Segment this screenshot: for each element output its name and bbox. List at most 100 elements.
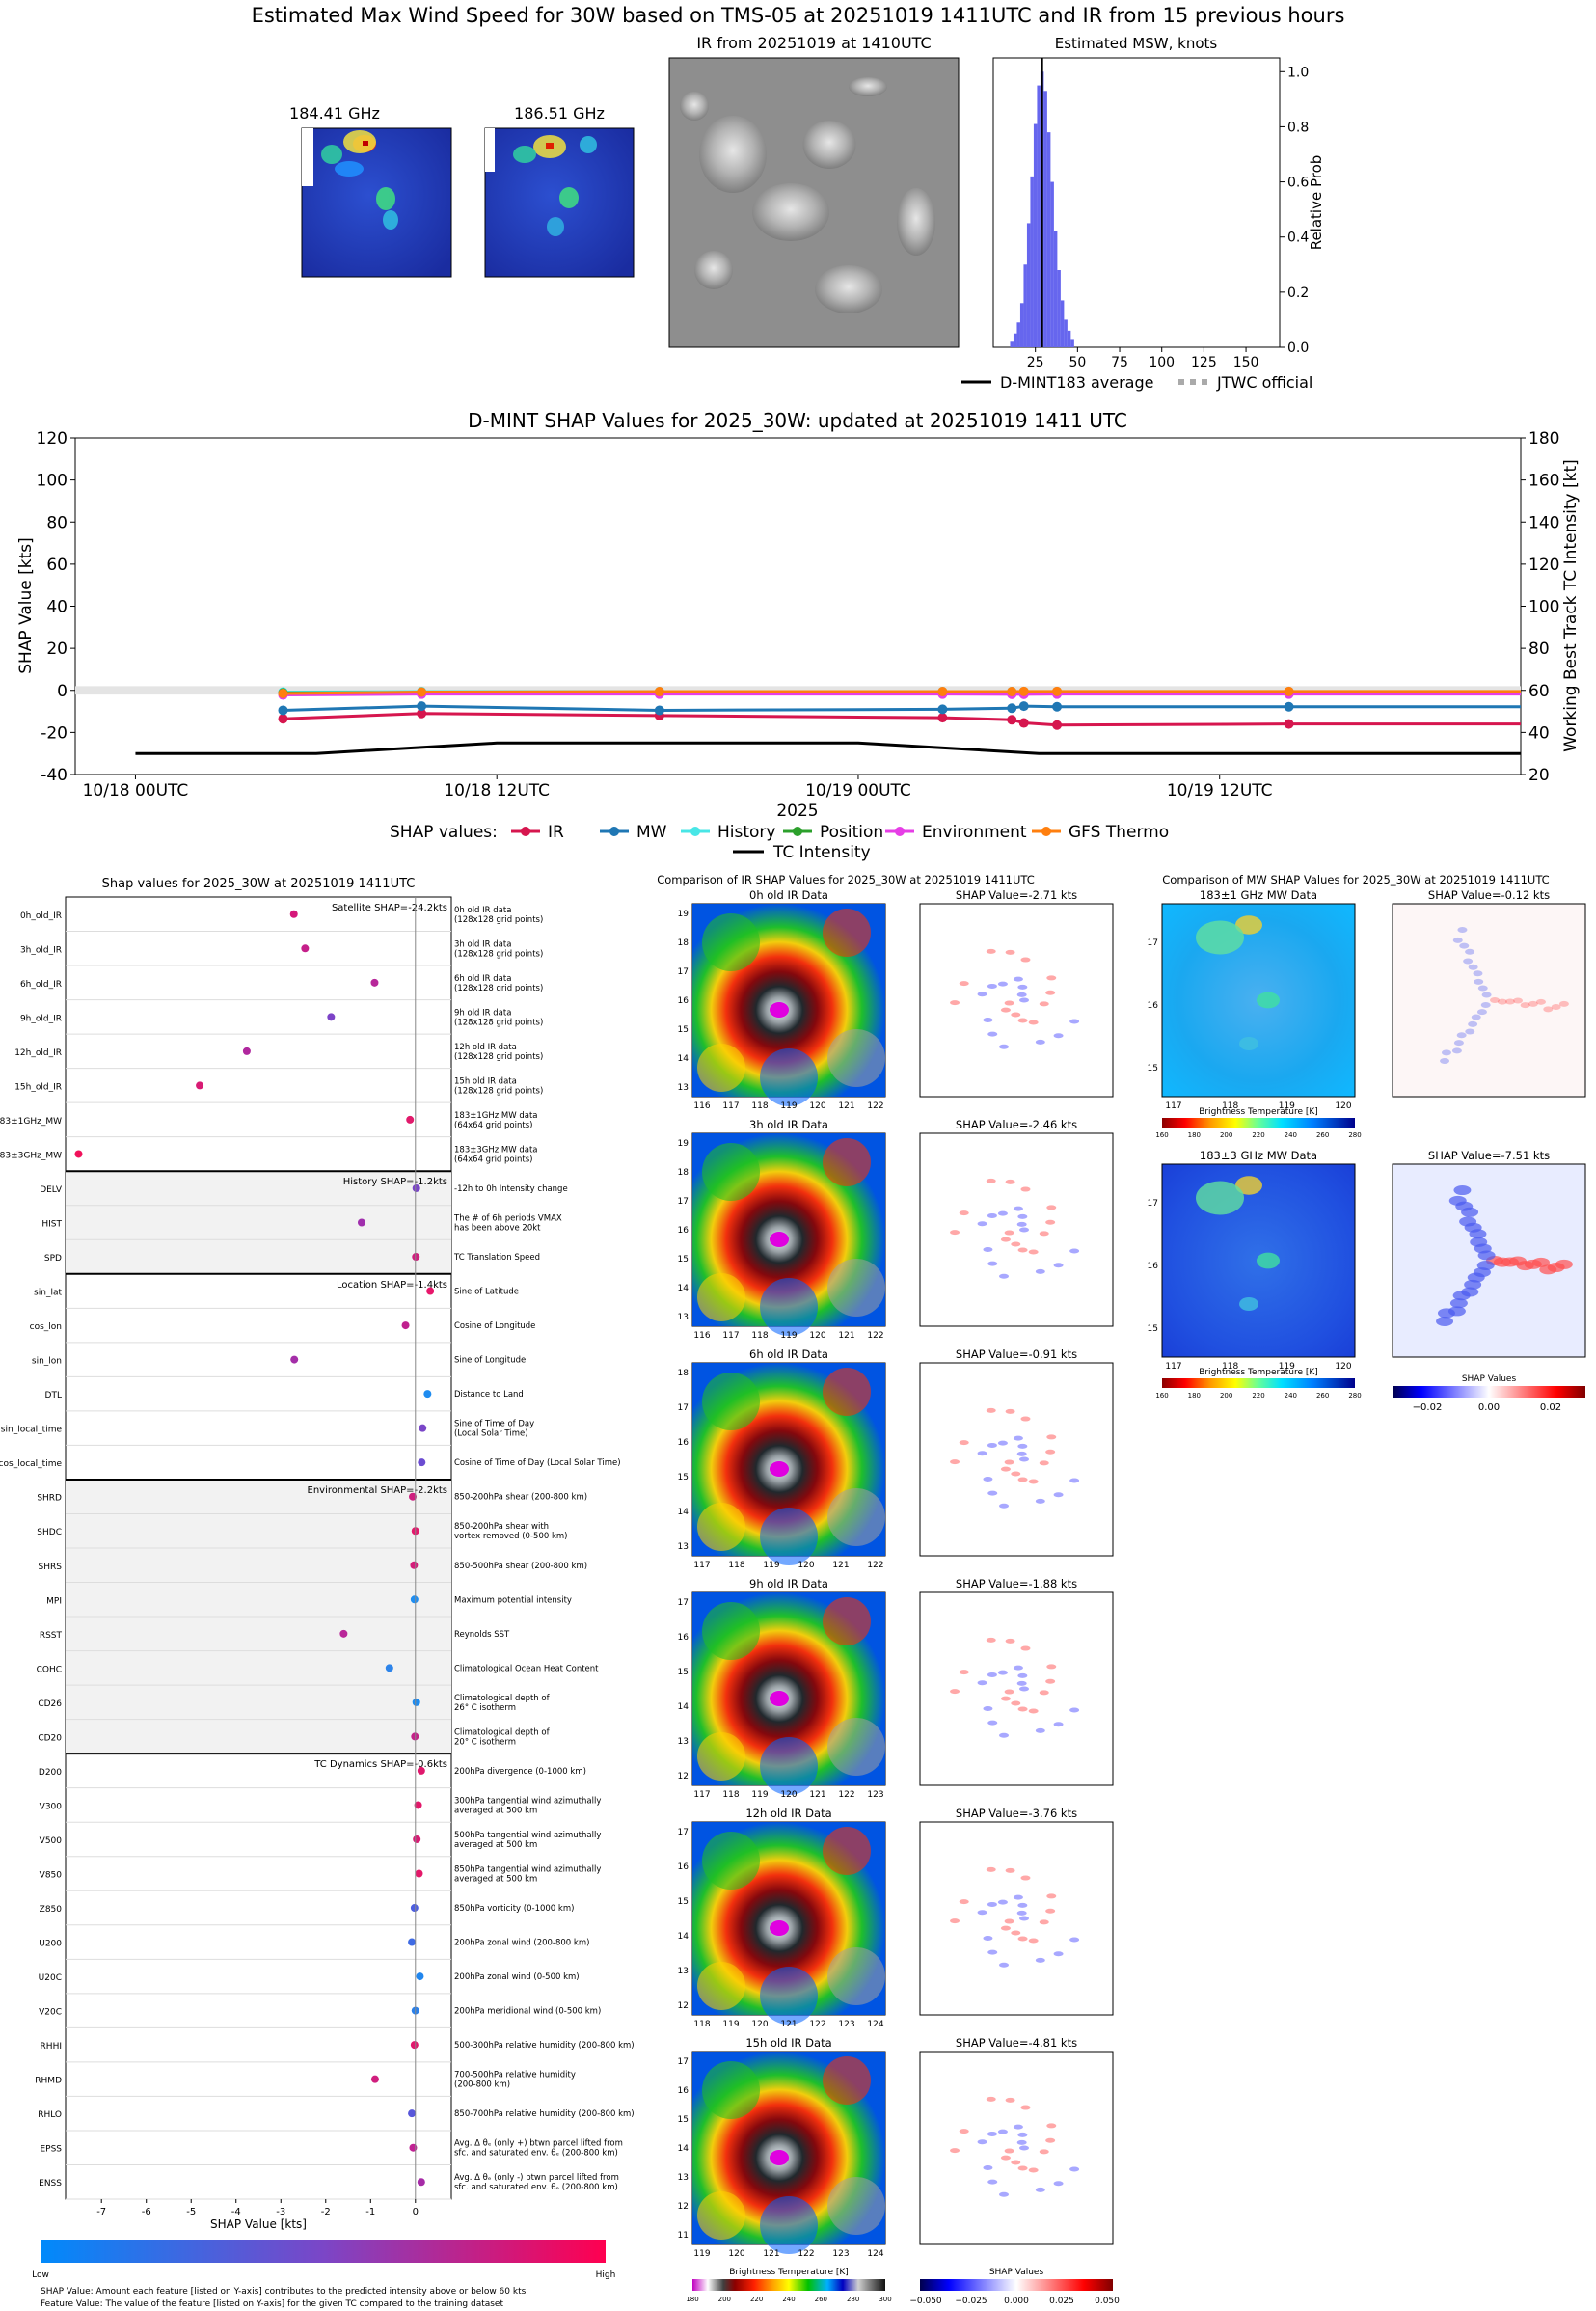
ir-shap-blob <box>1045 1449 1056 1455</box>
mw-xtick-label: 117 <box>1165 1362 1181 1372</box>
ir-ytick-label: 18 <box>678 1168 690 1178</box>
feature-desc: Maximum potential intensity <box>454 1595 572 1605</box>
group-label: Environmental SHAP=-2.2kts <box>308 1485 448 1496</box>
ir-shap-title: SHAP Value=-2.46 kts <box>956 1118 1077 1131</box>
mw-blob <box>1239 1037 1258 1050</box>
ir-colorbar <box>692 2279 885 2291</box>
ir-xtick-label: 119 <box>780 1101 797 1111</box>
ir-shap-blob <box>1020 2105 1031 2110</box>
ts-xtick-label: 10/18 00UTC <box>83 781 189 801</box>
ir-shap-blob <box>1028 1020 1039 1025</box>
ir-shap-blob <box>1053 1263 1064 1268</box>
ir-shap-blob <box>1017 1247 1028 1253</box>
ir-xtick-label: 121 <box>780 2020 797 2029</box>
ir-shap-blob <box>1019 2145 1029 2151</box>
mw-ytick-label: 15 <box>1148 1324 1158 1334</box>
ir-xtick-label: 121 <box>763 2249 779 2259</box>
mw-shap-image <box>1392 903 1586 1098</box>
series-point <box>1284 686 1294 696</box>
feature-desc: 200hPa zonal wind (200-800 km) <box>454 1939 589 1948</box>
ir-shap-blob <box>1013 1206 1023 1211</box>
ts-y2tick-label: 160 <box>1528 472 1559 491</box>
feature-name: U200 <box>39 1940 62 1949</box>
ir-cloud <box>802 121 856 169</box>
series-point <box>937 687 948 697</box>
feature-name: sin_lat <box>34 1289 62 1298</box>
mw1-blob <box>343 130 376 153</box>
ir-shap-blob <box>987 1031 998 1037</box>
feature-desc: 850-700hPa relative humidity (200-800 km… <box>454 2109 635 2119</box>
series-point <box>1052 701 1063 712</box>
series-point <box>417 708 427 719</box>
ir-ytick-label: 14 <box>678 1702 690 1712</box>
shap-xtick-label: 0 <box>413 2207 419 2217</box>
ir-shap-image <box>919 2051 1114 2245</box>
ir-shap-blob <box>1019 1686 1029 1692</box>
ts-y2tick-label: 60 <box>1528 682 1550 701</box>
ir-cloud-cell <box>702 1143 760 1201</box>
series-point <box>1052 720 1063 730</box>
series-point <box>1284 701 1294 712</box>
ts-ylabel: SHAP Value [kts] <box>16 537 36 674</box>
colorbar-high-label: High <box>596 2270 616 2280</box>
ir-cloud-cell <box>760 1508 818 1565</box>
ir-shap-blob <box>959 981 969 987</box>
ir-shap-image <box>919 1591 1114 1786</box>
shap-scatter-title: Shap values for 2025_30W at 20251019 141… <box>102 877 416 891</box>
mw2-blob <box>559 187 579 208</box>
ir-shap-blob <box>1020 1416 1031 1422</box>
hist-title: Estimated MSW, knots <box>1055 35 1218 52</box>
ts-xtick-label: 10/19 12UTC <box>1167 781 1273 801</box>
ts-legend-marker <box>1041 827 1051 836</box>
ir-shap-colorbar-tick: −0.050 <box>909 2297 942 2306</box>
ir-shap-blob <box>1046 1205 1057 1210</box>
ir-ytick-label: 13 <box>678 1083 689 1093</box>
ir-shap-blob <box>1035 1498 1045 1504</box>
hist-bar <box>1064 319 1068 347</box>
feature-point <box>408 2109 417 2118</box>
shap-xtick-label: -6 <box>142 2207 151 2217</box>
mw-blob <box>1196 1181 1244 1215</box>
feature-desc: 9h old IR data (128x128 grid points) <box>454 1008 543 1027</box>
hist-bar <box>1030 176 1034 347</box>
mw-colorbar-label: Brightness Temperature [K] <box>1199 1368 1318 1377</box>
mw-compare-title: Comparison of MW SHAP Values for 2025_30… <box>1162 873 1549 886</box>
ir-shap-blob <box>1011 1241 1021 1247</box>
hist-bar <box>1050 181 1054 347</box>
ir-shap-blob <box>959 1440 969 1446</box>
ir-xtick-label: 117 <box>722 1331 739 1341</box>
ir-ytick-label: 14 <box>678 1284 690 1293</box>
ir-shap-blob <box>950 1230 960 1236</box>
ir-colorbar-tick: 220 <box>750 2296 763 2303</box>
mw-shap-blob <box>1539 1264 1557 1275</box>
ir-colorbar-tick: 200 <box>718 2296 731 2303</box>
ts-legend-label: History <box>717 823 775 842</box>
ir-shap-blob <box>987 1490 998 1496</box>
ir-shap-blob <box>1000 2155 1011 2161</box>
mw-ytick-label: 16 <box>1148 1262 1159 1271</box>
ir-shap-blob <box>1017 1672 1028 1678</box>
ir-shap-blob <box>983 1936 993 1942</box>
feature-point <box>419 1424 427 1432</box>
feature-desc: Avg. Δ θₑ (only -) btwn parcel lifted fr… <box>454 2173 619 2192</box>
ir-shap-colorbar-tick: −0.025 <box>955 2297 987 2306</box>
shap-note-1: SHAP Value: Amount each feature [listed … <box>41 2287 527 2297</box>
hist-bar <box>1060 300 1065 347</box>
ir-xtick-label: 122 <box>867 1331 883 1341</box>
feature-desc: TC Translation Speed <box>453 1253 540 1263</box>
feature-point <box>426 1287 435 1295</box>
hist-bar <box>1053 231 1058 347</box>
ir-shap-blob <box>1000 1925 1011 1931</box>
ir-xtick-label: 117 <box>693 1561 710 1570</box>
ir-ytick-label: 16 <box>678 1862 690 1872</box>
ir-shap-blob <box>977 1221 987 1227</box>
mw2-core <box>546 143 554 149</box>
ir-data-title: 15h old IR Data <box>745 2036 831 2050</box>
ir-shap-blob <box>986 1637 996 1643</box>
ir-ytick-label: 16 <box>678 996 690 1006</box>
mw-shap-blob <box>1436 1317 1454 1327</box>
mw-colorbar-tick: 280 <box>1348 1131 1361 1139</box>
ts-ytick-label: 100 <box>37 472 68 491</box>
feature-name: V300 <box>40 1802 63 1811</box>
ir-shap-blob <box>1000 1466 1011 1472</box>
